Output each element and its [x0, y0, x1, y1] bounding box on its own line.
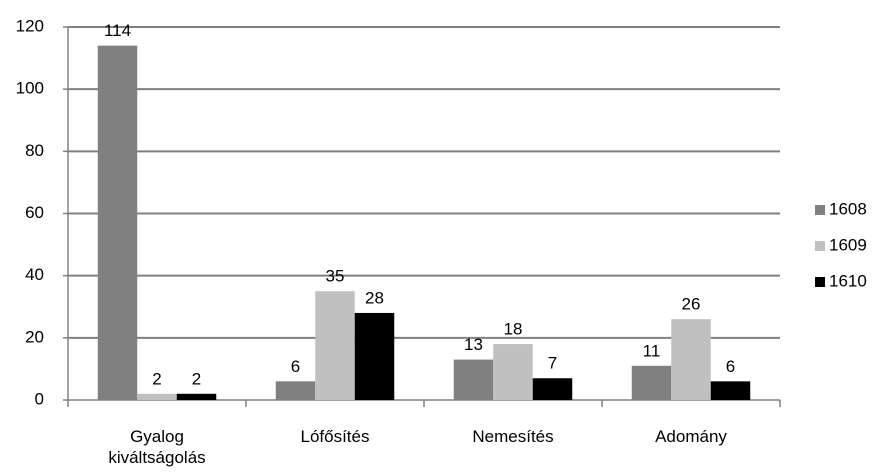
legend-label: 1608 — [829, 199, 867, 218]
data-label: 26 — [682, 295, 701, 314]
data-label: 13 — [464, 335, 483, 354]
legend-swatch — [815, 277, 825, 287]
y-tick-label: 40 — [25, 265, 44, 284]
x-tick-label: Nemesítés — [472, 427, 554, 446]
bar — [97, 45, 138, 401]
x-tick-label: Adomány — [655, 427, 727, 446]
bar — [137, 393, 177, 400]
bar — [453, 359, 494, 400]
y-tick-label: 20 — [25, 327, 44, 346]
bar — [631, 365, 672, 400]
bar — [315, 291, 355, 400]
y-tick-label: 80 — [25, 141, 44, 160]
y-tick-label: 120 — [16, 16, 44, 35]
bar — [532, 378, 573, 400]
data-label: 35 — [326, 267, 345, 286]
bar — [710, 381, 751, 400]
data-label: 7 — [548, 354, 557, 373]
bar — [354, 312, 395, 400]
data-label: 2 — [192, 369, 201, 388]
bar — [493, 344, 533, 400]
x-tick-label: Lófősítés — [300, 427, 370, 446]
data-label: 18 — [504, 320, 523, 339]
y-tick-label: 100 — [16, 79, 44, 98]
y-tick-label: 60 — [25, 203, 44, 222]
data-label: 114 — [104, 21, 131, 40]
data-label: 11 — [643, 341, 661, 360]
legend-label: 1610 — [829, 271, 867, 290]
data-label: 6 — [291, 357, 300, 376]
legend-swatch — [815, 241, 825, 251]
bar — [275, 381, 316, 400]
legend-swatch — [815, 205, 825, 215]
data-label: 28 — [365, 288, 384, 307]
data-label: 6 — [726, 357, 735, 376]
data-label: 2 — [152, 369, 161, 388]
bar — [671, 319, 711, 400]
y-tick-label: 0 — [35, 389, 44, 408]
x-tick-label: Gyalog kiváltságolás — [108, 427, 206, 467]
bar — [176, 393, 217, 400]
legend-label: 1609 — [829, 235, 867, 254]
